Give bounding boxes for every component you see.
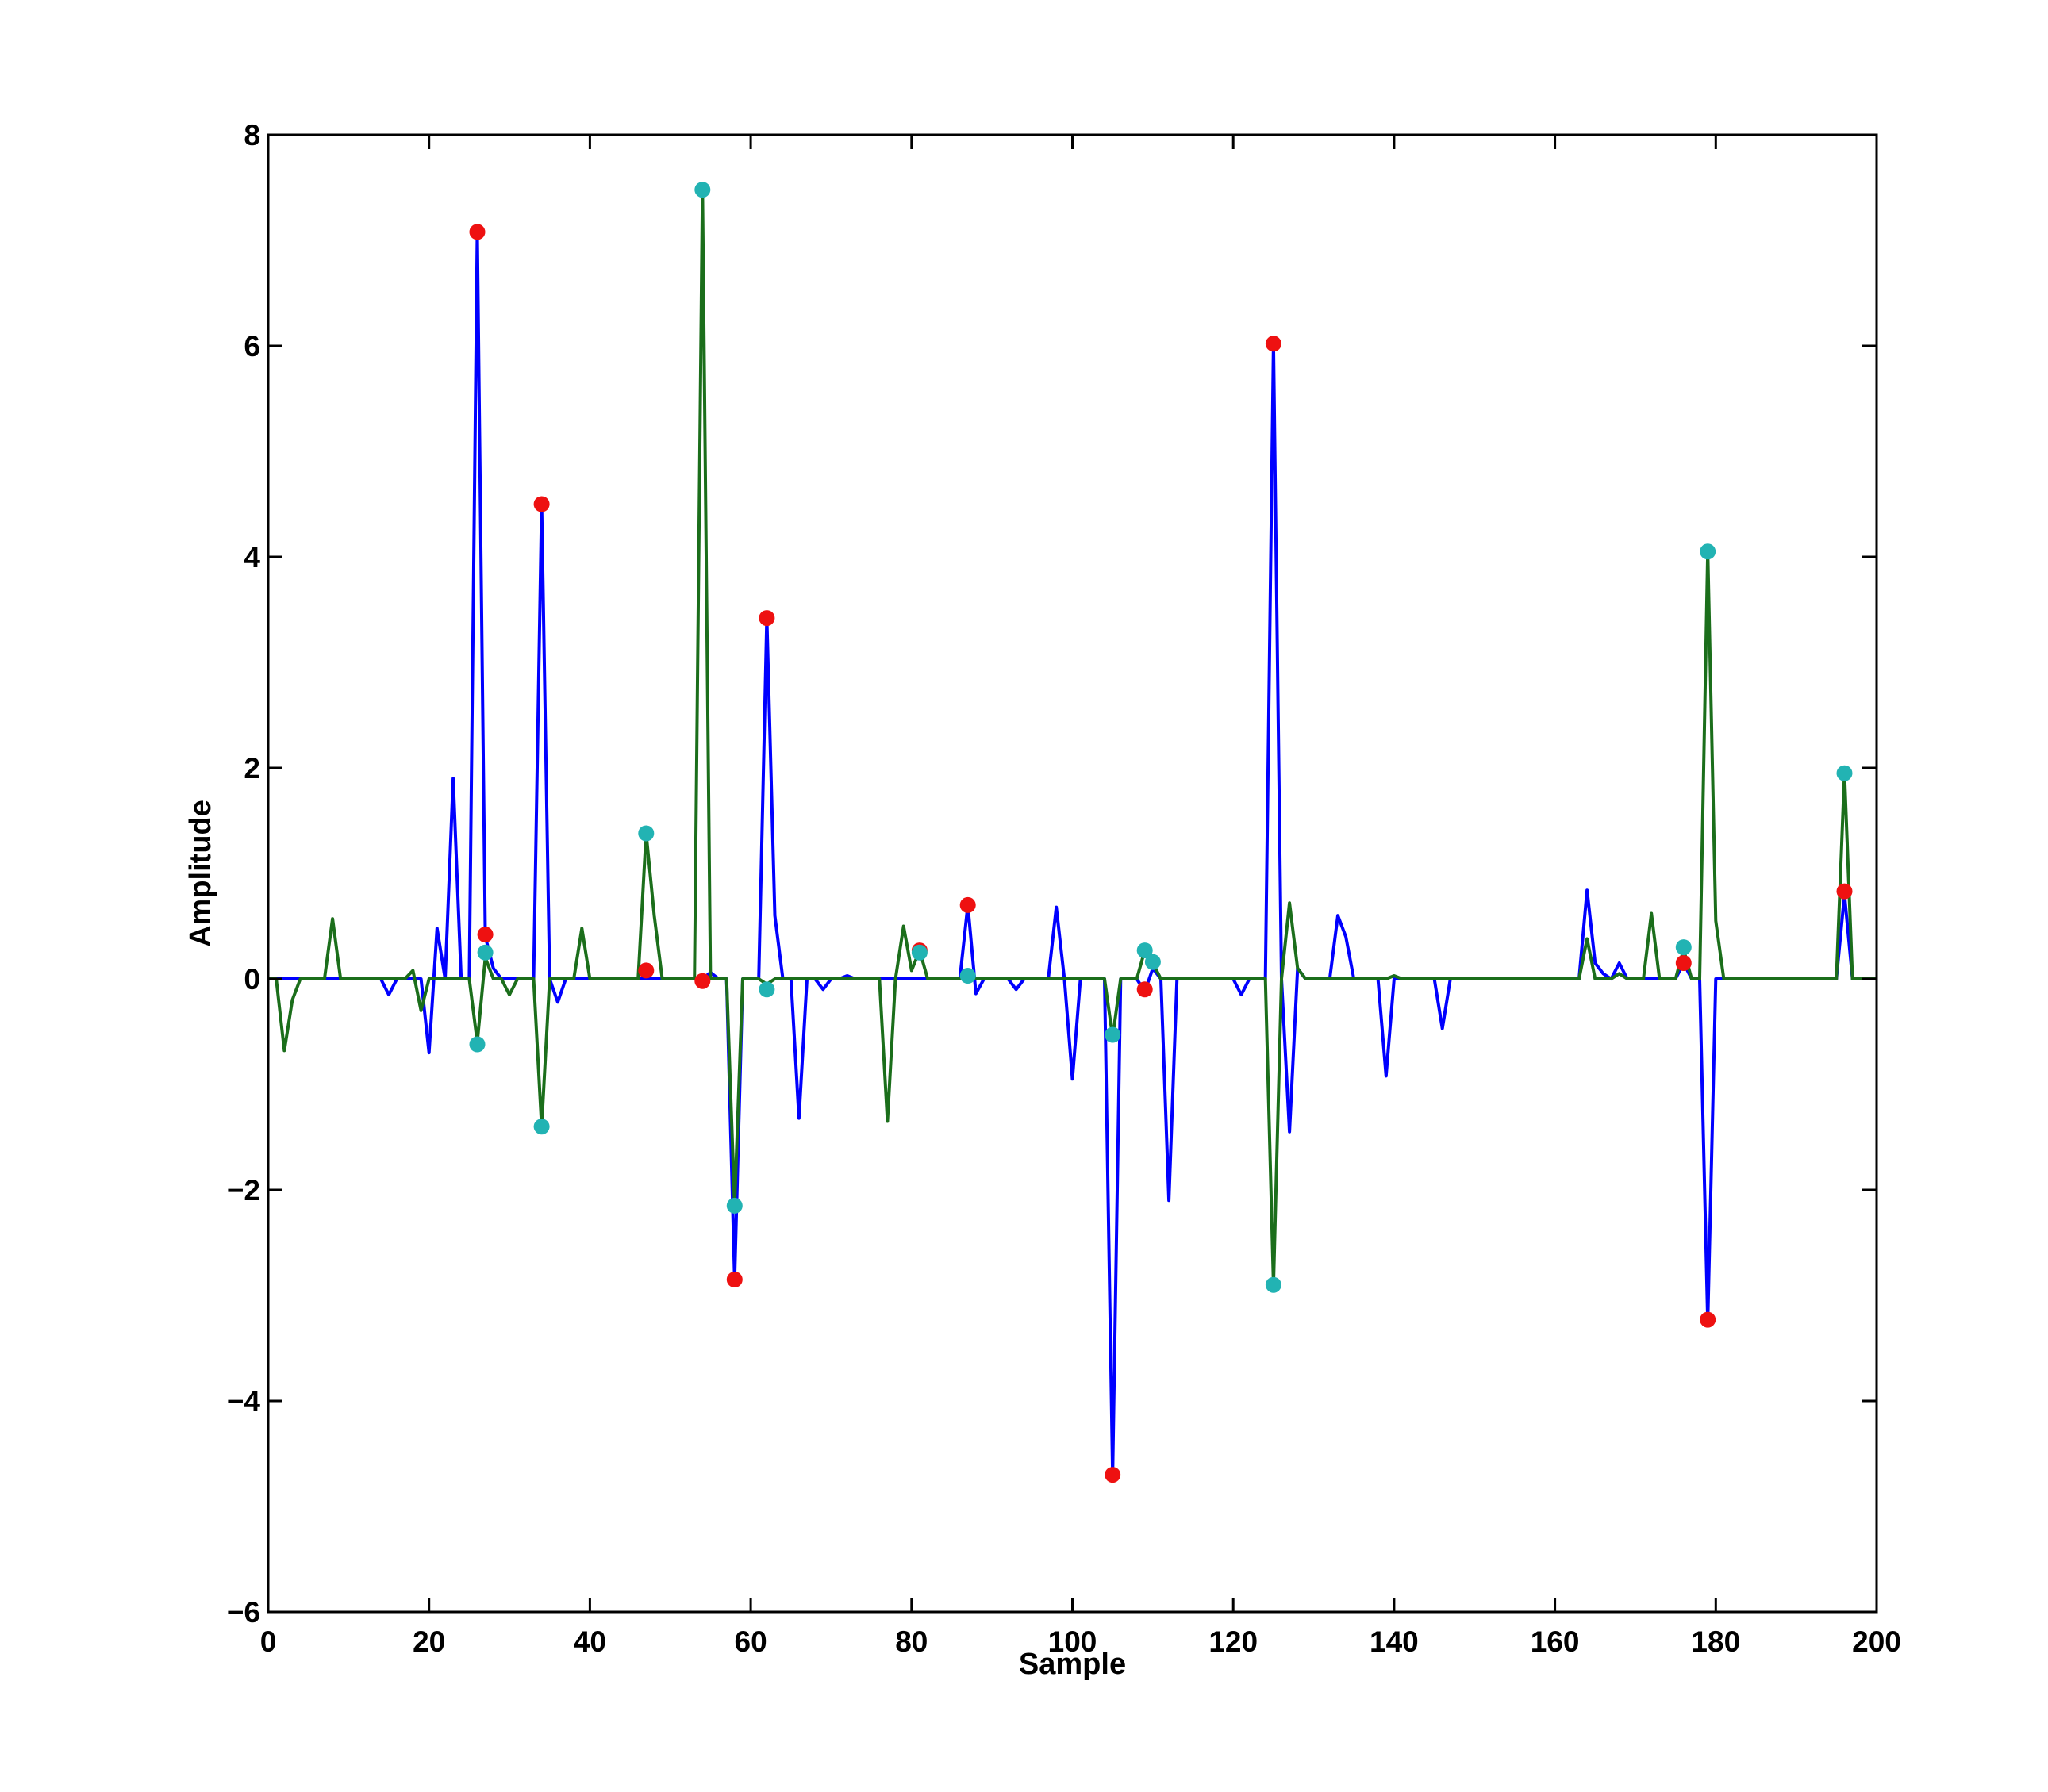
data-point-3-9: [1105, 1026, 1121, 1043]
data-point-2-13: [1700, 1311, 1716, 1328]
y-tick-label-6: 6: [244, 330, 260, 363]
x-tick-label-0: 0: [260, 1625, 277, 1658]
x-axis-title: Sample: [1019, 1648, 1126, 1681]
y-tick-label-3: 0: [244, 963, 260, 996]
y-tick-label-4: 2: [244, 752, 260, 785]
series-layer: [268, 188, 1877, 1477]
y-tick-label-1: −4: [227, 1385, 261, 1418]
data-point-2-5: [726, 1272, 743, 1287]
x-tick-label-6: 120: [1208, 1625, 1258, 1658]
data-point-3-1: [477, 944, 494, 961]
x-tick-label-5: 100: [1048, 1625, 1097, 1658]
data-point-3-5: [726, 1197, 743, 1214]
y-tick-label-2: −2: [227, 1174, 260, 1207]
x-tick-label-3: 60: [735, 1625, 767, 1658]
x-tick-label-8: 160: [1531, 1625, 1580, 1658]
data-point-3-15: [1836, 765, 1853, 781]
data-point-3-11: [1144, 954, 1161, 970]
y-tick-label-5: 4: [244, 541, 260, 574]
data-point-3-0: [469, 1036, 486, 1053]
data-point-2-0: [469, 224, 486, 240]
x-tick-label-1: 20: [413, 1625, 445, 1658]
data-point-2-12: [1675, 955, 1692, 971]
x-tick-label-7: 140: [1370, 1625, 1419, 1658]
data-point-3-14: [1700, 543, 1716, 560]
series-line-1: [268, 188, 1877, 1287]
y-tick-label-0: −6: [227, 1596, 260, 1629]
data-point-3-3: [638, 825, 655, 842]
x-tick-label-10: 200: [1852, 1625, 1901, 1658]
y-axis-title: Amplitude: [184, 800, 217, 947]
data-point-2-2: [533, 496, 550, 512]
data-point-3-2: [533, 1119, 550, 1135]
data-point-2-4: [694, 973, 711, 989]
x-tick-label-4: 80: [895, 1625, 928, 1658]
data-point-2-10: [1136, 981, 1153, 998]
x-tick-label-9: 180: [1691, 1625, 1740, 1658]
data-point-2-3: [638, 962, 655, 979]
data-point-2-14: [1836, 883, 1853, 900]
marker-layer: [469, 182, 1853, 1483]
data-point-3-10: [1136, 942, 1153, 959]
y-tick-label-7: 8: [244, 119, 260, 152]
data-point-3-8: [959, 968, 976, 984]
data-point-2-8: [959, 896, 976, 913]
data-point-3-4: [694, 182, 711, 198]
x-tick-label-2: 40: [574, 1625, 606, 1658]
data-point-3-6: [759, 981, 775, 998]
data-point-3-7: [911, 944, 928, 961]
data-point-2-1: [477, 927, 494, 943]
data-point-3-13: [1675, 939, 1692, 956]
axes-layer: 0 20 40 60 80 100 120 140 160 180 200 −6 −4 −2 0 2 4 6 8: [227, 119, 1901, 1658]
data-point-2-6: [759, 610, 775, 627]
data-point-3-12: [1265, 1276, 1281, 1293]
data-point-2-9: [1105, 1467, 1121, 1483]
data-point-2-11: [1265, 336, 1281, 352]
